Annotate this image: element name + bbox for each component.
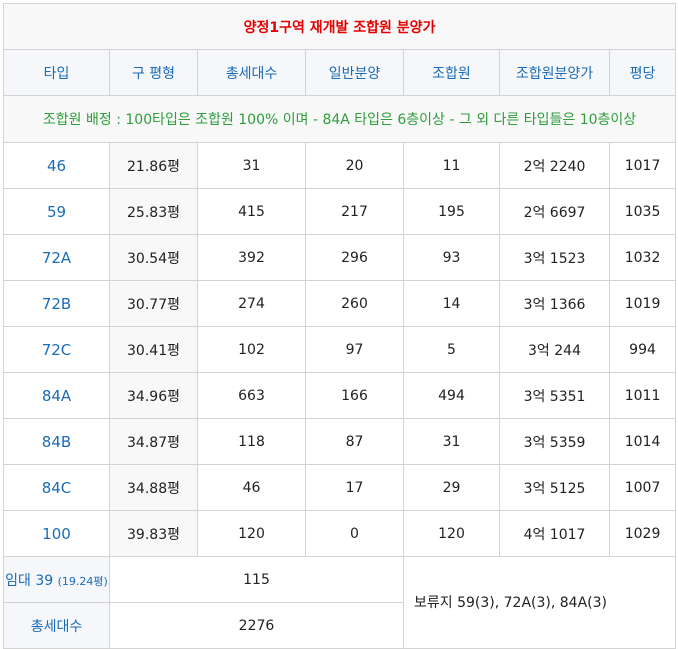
cell-per-pyeong: 1035 bbox=[608, 188, 677, 235]
header-member-price: 조합원분양가 bbox=[499, 49, 610, 96]
cell-general-sale: 97 bbox=[305, 326, 404, 373]
cell-member-price: 4억 1017 bbox=[499, 510, 610, 557]
cell-total-units: 31 bbox=[197, 142, 306, 189]
cell-member-price: 3억 5351 bbox=[499, 372, 610, 419]
cell-member-price: 3억 5125 bbox=[499, 464, 610, 511]
cell-old-pyeong: 30.77평 bbox=[109, 280, 198, 327]
rental-row: 임대 39 (19.24평) 115 보류지 59(3), 72A(3), 84… bbox=[3, 556, 677, 649]
table-row: 59 25.83평 415 217 195 2억 6697 1035 bbox=[3, 188, 677, 235]
header-row: 타입 구 평형 총세대수 일반분양 조합원 조합원분양가 평당 bbox=[3, 49, 677, 96]
title-row: 양정1구역 재개발 조합원 분양가 bbox=[2, 3, 677, 50]
cell-per-pyeong: 994 bbox=[608, 326, 677, 373]
cell-members: 11 bbox=[403, 142, 500, 189]
cell-total-units: 274 bbox=[197, 280, 306, 327]
cell-total-units: 663 bbox=[197, 372, 306, 419]
cell-per-pyeong: 1017 bbox=[608, 142, 677, 189]
cell-general-sale: 296 bbox=[305, 234, 404, 281]
cell-total-units: 392 bbox=[197, 234, 306, 281]
table-row: 84A 34.96평 663 166 494 3억 5351 1011 bbox=[3, 372, 677, 419]
cell-member-price: 3억 1366 bbox=[499, 280, 610, 327]
total-row: 총세대수 2276 bbox=[3, 602, 676, 649]
cell-total-units: 102 bbox=[197, 326, 306, 373]
table-row: 100 39.83평 120 0 120 4억 1017 1029 bbox=[3, 510, 677, 557]
cell-old-pyeong: 30.54평 bbox=[109, 234, 198, 281]
table-row: 46 21.86평 31 20 11 2억 2240 1017 bbox=[3, 142, 677, 189]
cell-type: 46 bbox=[3, 142, 110, 189]
table-row: 72A 30.54평 392 296 93 3억 1523 1032 bbox=[3, 234, 677, 281]
cell-member-price: 2억 6697 bbox=[499, 188, 610, 235]
cell-old-pyeong: 21.86평 bbox=[109, 142, 198, 189]
cell-old-pyeong: 34.96평 bbox=[109, 372, 198, 419]
cell-per-pyeong: 1029 bbox=[608, 510, 677, 557]
cell-type: 72B bbox=[3, 280, 110, 327]
cell-old-pyeong: 34.88평 bbox=[109, 464, 198, 511]
cell-general-sale: 217 bbox=[305, 188, 404, 235]
cell-members: 14 bbox=[403, 280, 500, 327]
rental-label-text: 임대 39 bbox=[5, 572, 54, 589]
reserve-note: 보류지 59(3), 72A(3), 84A(3) bbox=[402, 556, 677, 649]
rental-label: 임대 39 (19.24평) bbox=[3, 556, 110, 603]
cell-general-sale: 260 bbox=[305, 280, 404, 327]
cell-type: 59 bbox=[3, 188, 110, 235]
cell-type: 84C bbox=[3, 464, 110, 511]
allocation-price-table: 양정1구역 재개발 조합원 분양가 타입 구 평형 총세대수 일반분양 조합원 … bbox=[2, 3, 677, 649]
cell-type: 100 bbox=[3, 510, 110, 557]
cell-per-pyeong: 1014 bbox=[608, 418, 677, 465]
cell-member-price: 2억 2240 bbox=[499, 142, 610, 189]
cell-old-pyeong: 25.83평 bbox=[109, 188, 198, 235]
grand-total-label: 총세대수 bbox=[3, 602, 110, 649]
cell-per-pyeong: 1011 bbox=[608, 372, 677, 419]
header-per-pyeong: 평당 bbox=[608, 49, 677, 96]
cell-members: 29 bbox=[403, 464, 500, 511]
header-old-pyeong: 구 평형 bbox=[109, 49, 198, 96]
cell-type: 84B bbox=[3, 418, 110, 465]
cell-members: 5 bbox=[403, 326, 500, 373]
cell-total-units: 120 bbox=[197, 510, 306, 557]
table-title: 양정1구역 재개발 조합원 분양가 bbox=[2, 3, 677, 50]
cell-members: 195 bbox=[403, 188, 500, 235]
cell-type: 72A bbox=[3, 234, 110, 281]
cell-type: 72C bbox=[3, 326, 110, 373]
header-type: 타입 bbox=[3, 49, 110, 96]
cell-general-sale: 87 bbox=[305, 418, 404, 465]
cell-general-sale: 0 bbox=[305, 510, 404, 557]
cell-type: 84A bbox=[3, 372, 110, 419]
cell-member-price: 3억 244 bbox=[499, 326, 610, 373]
cell-per-pyeong: 1032 bbox=[608, 234, 677, 281]
cell-general-sale: 17 bbox=[305, 464, 404, 511]
allocation-notice: 조합원 배정 : 100타입은 조합원 100% 이며 - 84A 타입은 6층… bbox=[2, 95, 677, 143]
table-row: 72B 30.77평 274 260 14 3억 1366 1019 bbox=[3, 280, 677, 327]
table-row: 84C 34.88평 46 17 29 3억 5125 1007 bbox=[3, 464, 677, 511]
cell-old-pyeong: 34.87평 bbox=[109, 418, 198, 465]
cell-old-pyeong: 39.83평 bbox=[109, 510, 198, 557]
rental-value: 115 bbox=[109, 556, 404, 603]
cell-per-pyeong: 1007 bbox=[608, 464, 677, 511]
table-row: 72C 30.41평 102 97 5 3억 244 994 bbox=[3, 326, 677, 373]
cell-old-pyeong: 30.41평 bbox=[109, 326, 198, 373]
cell-members: 120 bbox=[403, 510, 500, 557]
rental-size: (19.24평) bbox=[57, 574, 108, 588]
cell-total-units: 415 bbox=[197, 188, 306, 235]
cell-total-units: 118 bbox=[197, 418, 306, 465]
table-row: 84B 34.87평 118 87 31 3억 5359 1014 bbox=[3, 418, 677, 465]
cell-member-price: 3억 1523 bbox=[499, 234, 610, 281]
cell-general-sale: 20 bbox=[305, 142, 404, 189]
cell-members: 31 bbox=[403, 418, 500, 465]
header-general-sale: 일반분양 bbox=[305, 49, 404, 96]
header-members: 조합원 bbox=[403, 49, 500, 96]
grand-total-value: 2276 bbox=[109, 602, 404, 649]
cell-general-sale: 166 bbox=[305, 372, 404, 419]
cell-members: 494 bbox=[403, 372, 500, 419]
cell-total-units: 46 bbox=[197, 464, 306, 511]
notice-row: 조합원 배정 : 100타입은 조합원 100% 이며 - 84A 타입은 6층… bbox=[2, 95, 677, 143]
cell-per-pyeong: 1019 bbox=[608, 280, 677, 327]
cell-members: 93 bbox=[403, 234, 500, 281]
cell-member-price: 3억 5359 bbox=[499, 418, 610, 465]
header-total-units: 총세대수 bbox=[197, 49, 306, 96]
